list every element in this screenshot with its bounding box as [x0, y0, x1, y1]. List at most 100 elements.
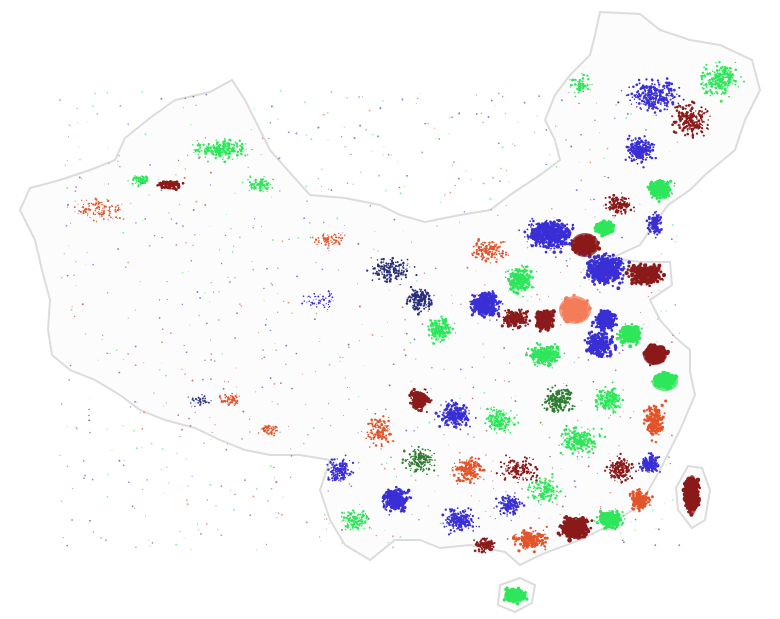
settlement-dot	[652, 230, 655, 233]
settlement-dot	[669, 94, 672, 97]
settlement-dot	[706, 110, 709, 113]
settlement-dot	[654, 103, 657, 106]
settlement-dot	[544, 250, 548, 254]
settlement-dot	[672, 88, 676, 92]
settlement-dot	[647, 223, 651, 227]
settlement-dot	[676, 93, 678, 95]
settlement-dot	[644, 94, 647, 97]
settlement-dot	[550, 233, 554, 237]
settlement-dot	[687, 130, 689, 132]
settlement-dot	[532, 219, 535, 223]
settlement-dot	[560, 247, 562, 250]
settlement-dot	[650, 196, 654, 199]
settlement-dot	[520, 289, 523, 292]
settlement-dot	[581, 86, 584, 88]
settlement-dot	[688, 119, 690, 122]
settlement-dot	[669, 179, 673, 183]
settlement-dot	[509, 324, 513, 327]
settlement-dot	[496, 246, 499, 249]
settlement-dot	[491, 291, 495, 296]
settlement-dot	[654, 94, 657, 97]
settlement-dot	[566, 233, 569, 236]
settlement-dot	[640, 140, 644, 144]
settlement-dot	[627, 260, 631, 264]
settlement-dot	[640, 161, 643, 164]
settlement-dot	[557, 227, 560, 229]
settlement-dot	[637, 280, 641, 284]
settlement-dot	[707, 80, 709, 82]
settlement-dot	[618, 281, 622, 285]
settlement-dot	[553, 247, 556, 250]
settlement-dot	[480, 313, 484, 317]
settlement-dot	[677, 123, 680, 127]
settlement-dot	[656, 233, 659, 236]
settlement-dot	[717, 76, 720, 79]
settlement-dot	[521, 273, 524, 277]
settlement-dot	[728, 78, 732, 81]
settlement-dot	[530, 285, 534, 289]
settlement-dot	[528, 319, 532, 323]
settlement-dot	[643, 86, 646, 88]
settlement-dot	[539, 241, 542, 244]
settlement-dot	[631, 273, 634, 276]
settlement-dot	[734, 61, 737, 64]
settlement-dot	[682, 113, 685, 116]
settlement-dot	[628, 151, 632, 155]
settlement-dot	[668, 92, 671, 95]
settlement-dot	[577, 84, 579, 87]
settlement-dot	[484, 245, 486, 247]
settlement-dot	[686, 128, 689, 131]
settlement-dot	[661, 97, 664, 100]
settlement-dot	[659, 270, 663, 274]
settlement-dot	[641, 91, 645, 95]
settlement-dot	[667, 95, 669, 97]
settlement-dot	[635, 158, 638, 161]
settlement-dot	[721, 65, 724, 68]
settlement-dot	[742, 80, 746, 83]
settlement-dot	[727, 80, 730, 82]
settlement-dot	[507, 254, 510, 256]
settlement-dot	[603, 277, 606, 281]
settlement-dot	[675, 131, 678, 134]
settlement-dot	[649, 155, 652, 159]
settlement-dot	[509, 273, 512, 276]
settlement-dot	[667, 87, 671, 91]
settlement-dot	[630, 159, 634, 163]
settlement-dot	[605, 264, 609, 268]
settlement-dot	[612, 193, 616, 197]
settlement-dot	[682, 126, 686, 130]
settlement-dot	[469, 306, 472, 308]
settlement-dot	[597, 258, 600, 261]
settlement-dot	[728, 66, 732, 70]
settlement-dot	[651, 107, 653, 110]
settlement-dot	[473, 307, 478, 312]
settlement-dot	[653, 227, 656, 230]
settlement-dot	[523, 230, 527, 234]
settlement-dot	[562, 224, 566, 228]
settlement-dot	[681, 106, 685, 109]
settlement-dot	[709, 89, 712, 92]
settlement-dot	[637, 78, 641, 82]
settlement-dot	[724, 81, 727, 84]
settlement-dot	[635, 96, 637, 98]
settlement-dot	[482, 241, 484, 243]
settlement-dot	[622, 262, 625, 265]
settlement-dot	[638, 97, 641, 101]
settlement-dot	[702, 112, 706, 115]
settlement-dot	[719, 99, 723, 103]
settlement-dot	[649, 88, 652, 90]
settlement-dot	[678, 94, 681, 98]
settlement-dot	[661, 91, 665, 94]
settlement-dot	[626, 268, 630, 271]
settlement-dot	[685, 111, 688, 113]
settlement-dot	[689, 127, 691, 129]
settlement-dot	[619, 210, 623, 213]
settlement-dot	[495, 249, 498, 252]
settlement-dot	[519, 277, 523, 280]
settlement-dot	[616, 211, 618, 214]
settlement-dot	[539, 245, 542, 248]
settlement-dot	[485, 247, 488, 250]
settlement-dot	[477, 252, 480, 256]
settlement-dot	[629, 268, 634, 273]
settlement-dot	[701, 78, 703, 80]
